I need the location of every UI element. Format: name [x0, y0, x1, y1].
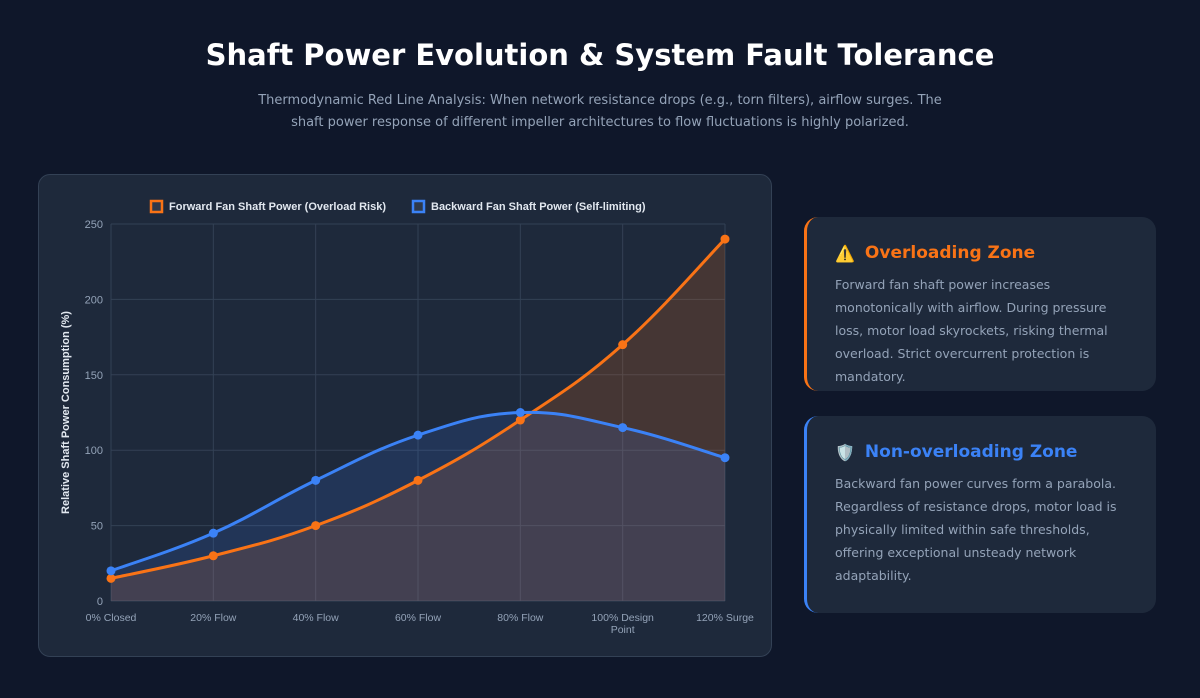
x-tick-label: 0% Closed — [86, 612, 137, 624]
page-title: Shaft Power Evolution & System Fault Tol… — [205, 38, 995, 72]
data-point — [106, 566, 116, 576]
x-tick-label: 80% Flow — [497, 612, 544, 624]
y-tick-label: 0 — [97, 596, 103, 608]
data-point — [413, 475, 423, 485]
data-point — [413, 430, 423, 440]
warning-icon: ⚠️ — [835, 243, 855, 263]
non-overloading-zone-card: 🛡️ Non-overloading Zone Backward fan powe… — [804, 416, 1156, 613]
legend-label: Backward Fan Shaft Power (Self-limiting) — [431, 201, 646, 213]
x-tick-label: 120% Surge — [696, 612, 754, 624]
shield-icon: 🛡️ — [835, 442, 855, 462]
x-tick-label: 20% Flow — [190, 612, 237, 624]
data-point — [208, 551, 218, 561]
data-point — [720, 234, 730, 244]
data-point — [720, 453, 730, 463]
data-point — [618, 340, 628, 350]
legend-label: Forward Fan Shaft Power (Overload Risk) — [169, 201, 386, 213]
legend-swatch — [149, 199, 164, 214]
y-tick-label: 150 — [85, 370, 103, 382]
y-tick-label: 50 — [91, 521, 103, 533]
data-point — [515, 408, 525, 417]
legend-swatch — [411, 199, 426, 214]
line-chart: 0 50 100 150 200 250 0% Closed 20% Flow 40% Flow… — [60, 199, 754, 636]
y-axis-label: Relative Shaft Power Consumption (%) — [60, 311, 72, 514]
series-area — [111, 412, 725, 601]
card-text: Forward fan shaft power increases monoto… — [835, 277, 1108, 384]
data-point — [106, 573, 116, 583]
x-tick-line: Point — [611, 624, 635, 636]
card-text: Backward fan power curves form a parabol… — [835, 476, 1117, 583]
series-area — [111, 239, 725, 601]
x-tick-label: 100% Design Point — [591, 612, 654, 636]
y-tick-label: 200 — [85, 294, 103, 306]
y-tick-label: 100 — [85, 445, 103, 457]
data-point — [311, 475, 321, 485]
data-point — [311, 521, 321, 531]
card-title: Overloading Zone — [864, 243, 1036, 263]
overloading-zone-card: ⚠️ Overloading Zone Forward fan shaft pow… — [804, 217, 1156, 391]
data-point — [208, 528, 218, 538]
x-tick-line: 100% Design — [591, 612, 654, 624]
page-subtitle: Thermodynamic Red Line Analysis: When ne… — [258, 93, 942, 130]
data-point — [515, 415, 525, 425]
card-title: Non-overloading Zone — [864, 442, 1078, 462]
y-tick-label: 250 — [85, 219, 103, 231]
chart-card: 0 50 100 150 200 250 0% Closed 20% Flow 40% Flow… — [38, 174, 772, 657]
x-tick-label: 40% Flow — [293, 612, 340, 624]
x-tick-label: 60% Flow — [395, 612, 442, 624]
data-point — [618, 423, 628, 433]
